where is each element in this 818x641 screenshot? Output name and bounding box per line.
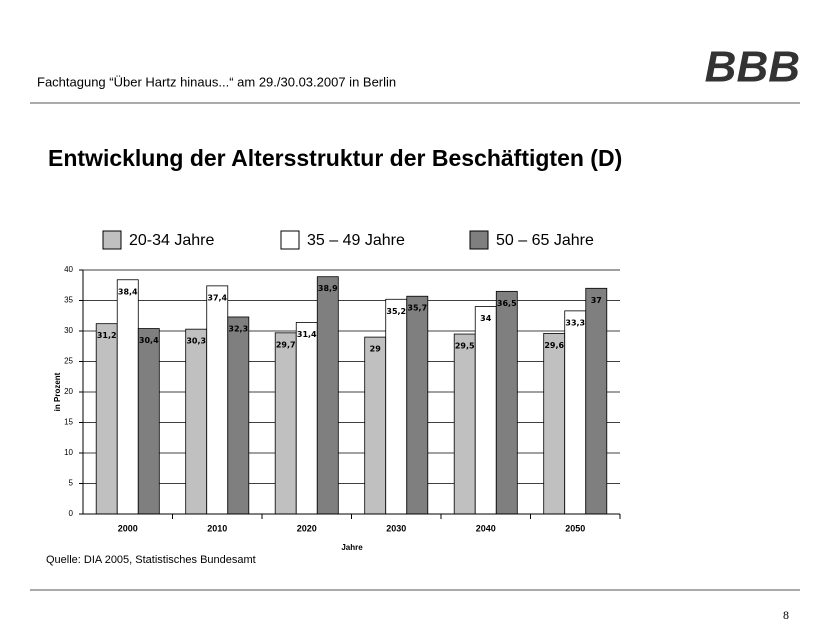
header-text: Fachtagung “Über Hartz hinaus...“ am 29.… — [37, 74, 396, 89]
bar — [385, 298, 408, 515]
bar — [274, 332, 297, 515]
bar — [585, 287, 608, 515]
y-tick-label: 35 — [64, 296, 73, 305]
y-tick-label: 25 — [64, 357, 73, 366]
y-tick-label: 20 — [64, 387, 73, 396]
bar — [185, 328, 208, 515]
value-label: 33,3 — [565, 318, 585, 327]
value-label: 31,4 — [297, 330, 317, 339]
bar — [316, 276, 339, 515]
legend-swatch — [280, 230, 300, 250]
page-number: 8 — [783, 608, 789, 622]
bar — [295, 322, 318, 515]
y-tick-label: 30 — [64, 326, 73, 335]
bar — [364, 336, 387, 515]
value-label: 29,5 — [455, 342, 475, 351]
logo: BBB — [705, 43, 800, 92]
y-tick-label: 5 — [69, 479, 74, 488]
y-axis-label: in Prozent — [53, 372, 62, 411]
value-label: 35,7 — [407, 304, 427, 313]
value-label: 36,5 — [497, 299, 517, 308]
x-tick-label: 2000 — [118, 523, 138, 533]
x-tick-label: 2040 — [476, 523, 496, 533]
x-tick-label: 2030 — [386, 523, 406, 533]
x-tick-label: 2010 — [207, 523, 227, 533]
value-label: 29,7 — [276, 340, 296, 349]
value-label: 29 — [370, 345, 382, 354]
bar — [543, 333, 566, 515]
x-tick-label: 2050 — [565, 523, 585, 533]
value-label: 31,2 — [97, 331, 117, 340]
value-label: 38,4 — [118, 287, 138, 296]
value-label: 38,9 — [318, 284, 338, 293]
bar — [495, 290, 518, 515]
value-label: 37 — [591, 296, 602, 305]
x-tick-label: 2020 — [297, 523, 317, 533]
bar — [116, 279, 139, 515]
value-label: 34 — [480, 314, 492, 323]
bar — [227, 316, 250, 515]
y-tick-label: 15 — [64, 418, 73, 427]
legend-label: 20-34 Jahre — [129, 232, 214, 249]
chart-title: Entwicklung der Altersstruktur der Besch… — [48, 145, 622, 171]
value-label: 37,4 — [207, 293, 227, 302]
value-label: 30,3 — [186, 337, 206, 346]
x-axis-label: Jahre — [341, 543, 363, 552]
bar — [206, 285, 229, 515]
value-label: 30,4 — [139, 336, 159, 345]
y-tick-label: 40 — [64, 265, 73, 274]
value-label: 29,6 — [544, 341, 564, 350]
source: Quelle: DIA 2005, Statistisches Bundesam… — [46, 554, 256, 566]
legend-label: 50 – 65 Jahre — [496, 232, 594, 249]
y-tick-label: 0 — [69, 509, 74, 518]
bar — [474, 306, 497, 515]
legend-swatch — [102, 230, 122, 250]
bar — [95, 323, 118, 515]
bar — [453, 333, 476, 515]
value-label: 35,2 — [386, 307, 406, 316]
bar — [137, 328, 160, 515]
legend-label: 35 – 49 Jahre — [307, 232, 405, 249]
bar — [406, 295, 429, 515]
value-label: 32,3 — [228, 324, 248, 333]
bar — [564, 310, 587, 515]
y-tick-label: 10 — [64, 448, 73, 457]
legend-swatch — [469, 230, 489, 250]
